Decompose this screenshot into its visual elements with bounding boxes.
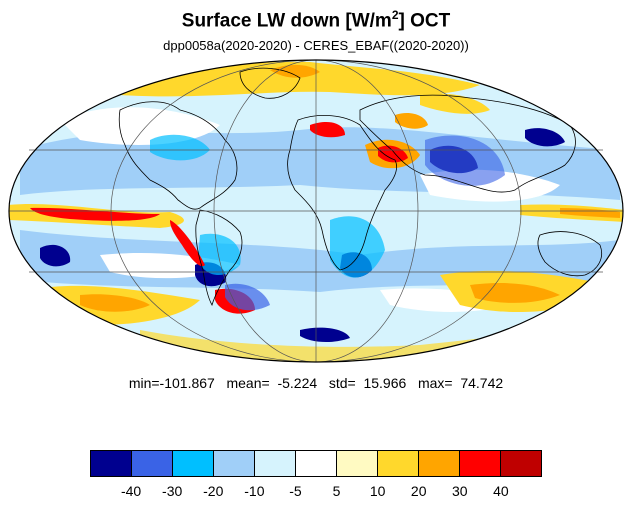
colorbar-tick-label: 5 [333,483,341,499]
colorbar-tick-label: 40 [493,483,509,499]
colorbar-tick-label: -30 [162,483,182,499]
statistics-line: min=-101.867 mean= -5.224 std= 15.966 ma… [0,375,632,391]
colorbar-box-8 [419,451,460,476]
colorbar-box-2 [173,451,214,476]
colorbar-box-5 [296,451,337,476]
colorbar-box-9 [460,451,501,476]
colorbar-labels: -40 -30 -20 -10 -5 5 10 20 30 40 [0,483,632,503]
colorbar-box-0 [91,451,132,476]
colorbar-box-3 [214,451,255,476]
mollweide-map [0,0,632,505]
colorbar-tick-label: -40 [121,483,141,499]
colorbar-tick-label: -5 [289,483,301,499]
colorbar-tick-label: 30 [452,483,468,499]
colorbar [90,450,542,477]
colorbar-tick-label: 20 [411,483,427,499]
colorbar-tick-label: 10 [370,483,386,499]
colorbar-tick-label: -20 [203,483,223,499]
colorbar-box-1 [132,451,173,476]
colorbar-box-7 [378,451,419,476]
colorbar-box-10 [501,451,541,476]
colorbar-tick-label: -10 [244,483,264,499]
colorbar-box-4 [255,451,296,476]
colorbar-box-6 [337,451,378,476]
